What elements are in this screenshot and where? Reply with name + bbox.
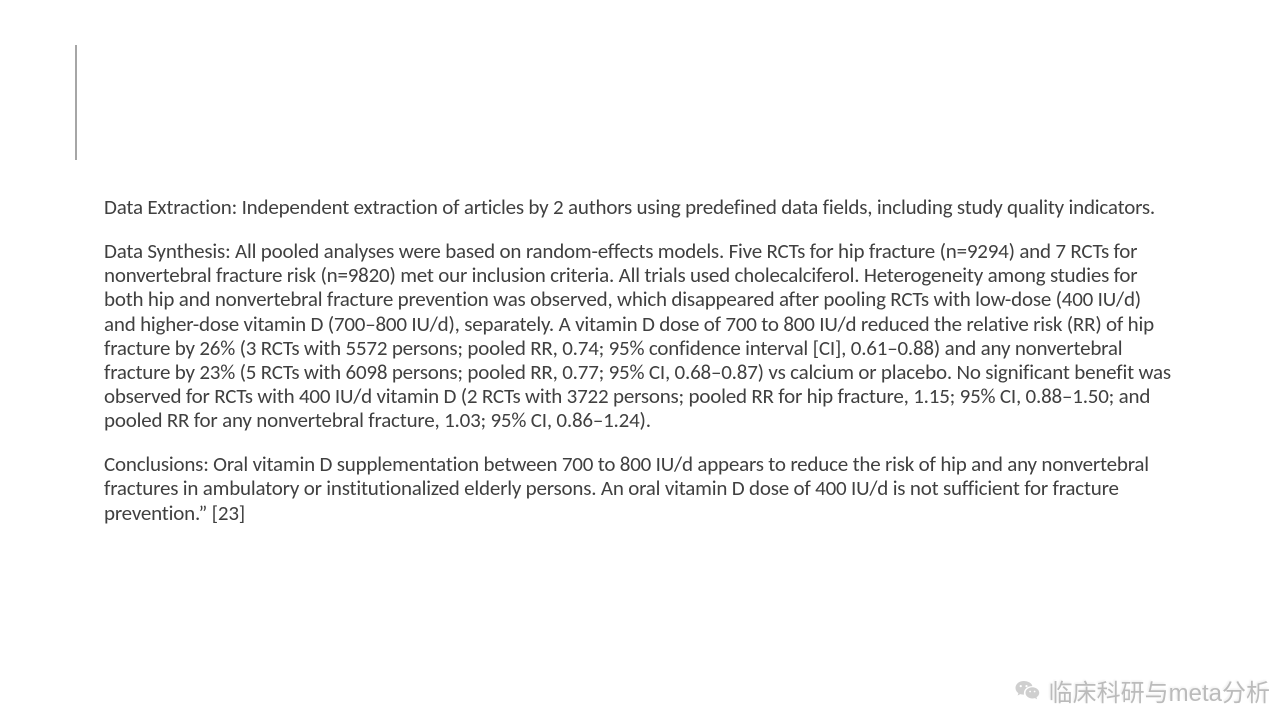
paragraph-data-synthesis: Data Synthesis: All pooled analyses were… [104, 239, 1174, 432]
paragraph-data-extraction: Data Extraction: Independent extraction … [104, 195, 1174, 219]
watermark: 临床科研与meta分析 [1013, 673, 1270, 708]
slide-content: Data Extraction: Independent extraction … [104, 195, 1174, 545]
wechat-icon [1013, 676, 1043, 706]
accent-bar [75, 45, 77, 160]
paragraph-conclusions: Conclusions: Oral vitamin D supplementat… [104, 452, 1174, 524]
watermark-text: 临床科研与meta分析 [1049, 673, 1270, 708]
